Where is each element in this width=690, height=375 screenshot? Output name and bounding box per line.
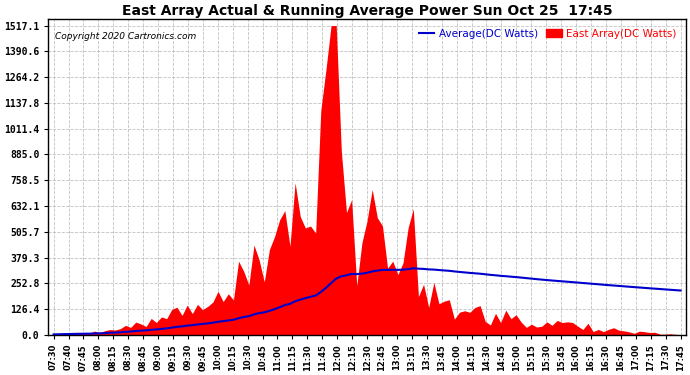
Title: East Array Actual & Running Average Power Sun Oct 25  17:45: East Array Actual & Running Average Powe…	[121, 4, 612, 18]
Legend: Average(DC Watts), East Array(DC Watts): Average(DC Watts), East Array(DC Watts)	[415, 24, 680, 43]
Text: Copyright 2020 Cartronics.com: Copyright 2020 Cartronics.com	[55, 32, 196, 41]
